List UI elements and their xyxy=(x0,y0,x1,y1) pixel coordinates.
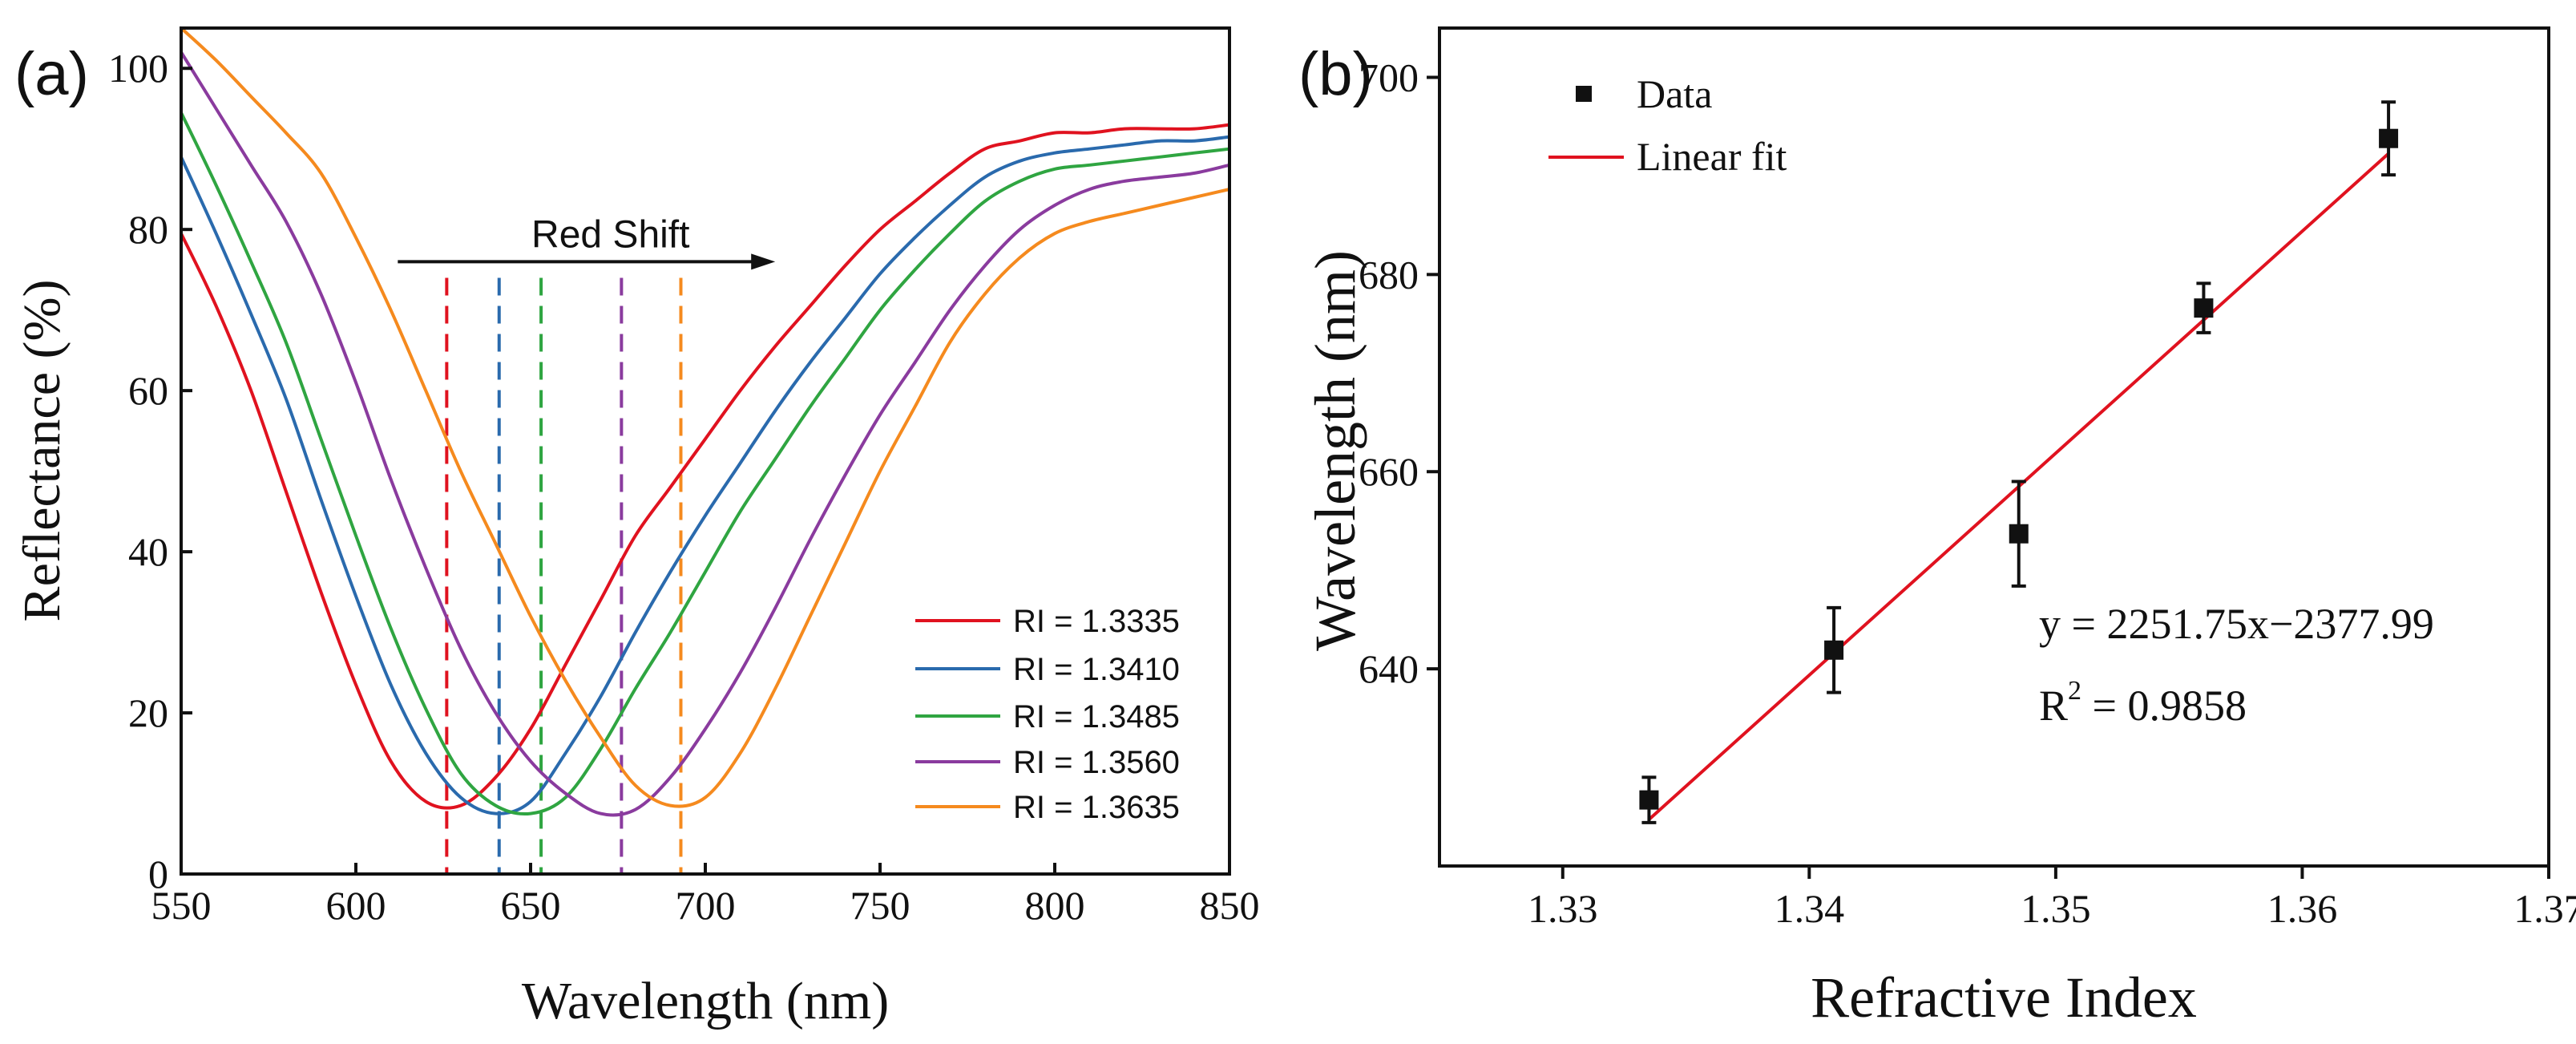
r-squared-superscript: 2 xyxy=(2068,676,2081,706)
r-squared-symbol: R xyxy=(2039,682,2068,730)
x-tick-label: 1.34 xyxy=(1775,886,1845,931)
legend-entry: Data xyxy=(1576,71,1712,116)
y-tick-label: 80 xyxy=(128,207,168,252)
legend-entry: RI = 1.3635 xyxy=(915,790,1180,825)
x-tick-label: 850 xyxy=(1200,883,1260,928)
y-tick-label: 700 xyxy=(1359,55,1419,99)
legend-label: RI = 1.3335 xyxy=(1013,604,1180,639)
data-point xyxy=(2009,480,2029,588)
panel-a-tick-marks xyxy=(180,67,1231,876)
panel-b-y-axis-title: Wavelength (nm) xyxy=(1303,250,1367,651)
x-tick-label: 1.36 xyxy=(2267,886,2338,931)
panel-a-series-lines xyxy=(180,26,1230,817)
x-tick-label: 650 xyxy=(501,883,561,928)
panel-a-reflectance-chart: (a) 550 600 650 700 750 800 850 0 20 40 … xyxy=(13,26,1260,1030)
legend-entry: RI = 1.3560 xyxy=(915,745,1180,780)
legend-label: RI = 1.3410 xyxy=(1013,652,1180,687)
panel-b-legend: Data Linear fit xyxy=(1548,71,1787,179)
legend-entry: Linear fit xyxy=(1548,134,1787,179)
series-line xyxy=(180,51,1230,817)
y-tick-label: 640 xyxy=(1359,646,1419,691)
data-marker xyxy=(1824,640,1844,660)
legend-label: Linear fit xyxy=(1637,134,1787,179)
data-marker xyxy=(2009,524,2029,544)
data-marker xyxy=(2194,298,2214,318)
panel-a-x-axis-title: Wavelength (nm) xyxy=(522,972,889,1030)
fit-equation: y = 2251.75x−2377.99 xyxy=(2039,600,2434,648)
y-tick-label: 60 xyxy=(128,368,168,413)
legend-label: RI = 1.3635 xyxy=(1013,790,1180,825)
r-squared: R2 = 0.9858 xyxy=(2039,676,2247,730)
x-tick-label: 800 xyxy=(1025,883,1085,928)
y-tick-label: 680 xyxy=(1359,252,1419,297)
x-tick-label: 700 xyxy=(676,883,736,928)
data-marker xyxy=(1639,790,1659,810)
series-line xyxy=(180,111,1230,816)
data-point xyxy=(1824,605,1844,694)
panel-a-y-ticks: 0 20 40 60 80 100 xyxy=(108,46,168,896)
y-tick-label: 660 xyxy=(1359,449,1419,494)
panel-a-legend: RI = 1.3335 RI = 1.3410 RI = 1.3485 RI =… xyxy=(915,604,1180,825)
x-tick-label: 1.35 xyxy=(2021,886,2091,931)
legend-entry: RI = 1.3410 xyxy=(915,652,1180,687)
panel-a-label: (a) xyxy=(14,40,89,108)
r-squared-value: = 0.9858 xyxy=(2081,682,2247,730)
legend-swatch-square xyxy=(1576,86,1592,102)
data-marker xyxy=(2379,128,2399,148)
legend-label: Data xyxy=(1637,71,1712,116)
red-shift-arrowhead xyxy=(751,253,776,270)
red-shift-annotation: Red Shift xyxy=(398,213,776,270)
panel-a-dip-markers xyxy=(445,277,683,874)
series-line xyxy=(180,135,1230,815)
y-tick-label: 0 xyxy=(148,852,168,896)
data-point xyxy=(2194,281,2214,334)
x-tick-label: 600 xyxy=(326,883,386,928)
x-tick-label: 550 xyxy=(151,883,212,928)
legend-entry: RI = 1.3335 xyxy=(915,604,1180,639)
panel-a-y-axis-title: Reflectance (%) xyxy=(13,280,71,622)
panel-b-tick-marks xyxy=(1427,75,2550,879)
panel-a-x-ticks: 550 600 650 700 750 800 850 xyxy=(151,883,1260,928)
data-point xyxy=(1639,775,1659,824)
legend-label: RI = 1.3560 xyxy=(1013,745,1180,780)
series-line xyxy=(180,123,1230,810)
y-tick-label: 40 xyxy=(128,529,168,574)
y-tick-label: 100 xyxy=(108,46,168,91)
red-shift-label: Red Shift xyxy=(531,213,689,256)
panel-b-x-ticks: 1.33 1.34 1.35 1.36 1.37 xyxy=(1528,886,2576,931)
panel-b-y-ticks: 640 660 680 700 xyxy=(1359,55,1419,691)
y-tick-label: 20 xyxy=(128,690,168,735)
data-point xyxy=(2379,100,2399,177)
panel-b-plot-frame xyxy=(1438,26,2550,868)
panel-b-data-points xyxy=(1639,100,2399,824)
legend-entry: RI = 1.3485 xyxy=(915,699,1180,734)
legend-label: RI = 1.3485 xyxy=(1013,699,1180,734)
panel-b-label: (b) xyxy=(1298,40,1373,108)
series-line xyxy=(180,26,1230,808)
x-tick-label: 1.33 xyxy=(1528,886,1598,931)
x-tick-label: 1.37 xyxy=(2513,886,2576,931)
x-tick-label: 750 xyxy=(850,883,910,928)
panel-b-calibration-chart: (b) 1.33 1.34 1.35 1.36 1.37 640 660 680… xyxy=(1298,26,2576,1030)
panel-b-x-axis-title: Refractive Index xyxy=(1811,965,2197,1030)
